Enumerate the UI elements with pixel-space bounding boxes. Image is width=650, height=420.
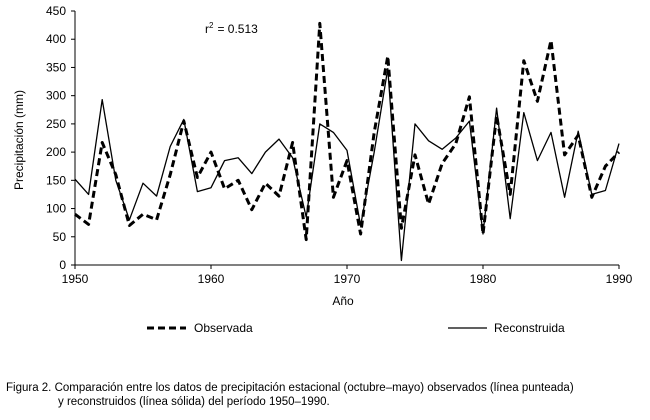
figure-caption: Figura 2. Comparación entre los datos de… bbox=[6, 381, 646, 409]
y-tick-label: 0 bbox=[59, 258, 66, 272]
y-tick-label: 200 bbox=[46, 145, 66, 159]
y-tick-label: 400 bbox=[46, 32, 66, 46]
series-line-reconstruida bbox=[74, 67, 620, 262]
y-tick-label: 300 bbox=[46, 89, 66, 103]
caption-line-1: Figura 2. Comparación entre los datos de… bbox=[6, 382, 574, 394]
x-axis-label: Año bbox=[332, 294, 354, 308]
series-line-observada bbox=[74, 21, 621, 242]
legend-label-observada: Observada bbox=[194, 321, 253, 335]
y-tick-label: 250 bbox=[46, 117, 66, 131]
axes bbox=[71, 10, 620, 269]
r-squared-value: = 0.513 bbox=[217, 22, 258, 36]
x-tick-label: 1970 bbox=[334, 272, 361, 286]
caption-line-2: y reconstruidos (línea sólida) del perío… bbox=[58, 396, 330, 408]
tick-labels: 0 50 100 150 200 250 300 350 400 450 1950 1960 1970 1… bbox=[46, 4, 633, 286]
r-symbol: r bbox=[205, 22, 209, 36]
y-tick-label: 150 bbox=[46, 173, 66, 187]
y-tick-label: 100 bbox=[46, 202, 66, 216]
y-tick-label: 450 bbox=[46, 4, 66, 18]
y-tick-label: 50 bbox=[53, 230, 67, 244]
x-tick-label: 1950 bbox=[62, 272, 89, 286]
y-tick-label: 350 bbox=[46, 60, 66, 74]
legend-label-reconstruida: Reconstruida bbox=[494, 321, 565, 335]
line-chart: 0 50 100 150 200 250 300 350 400 450 1950 1960 1970 1… bbox=[12, 4, 633, 335]
r-exponent: 2 bbox=[209, 21, 214, 30]
r-squared-annotation: r2 = 0.513 bbox=[205, 21, 258, 36]
series-lines bbox=[74, 21, 621, 262]
y-axis-label: Precipitación (mm) bbox=[12, 90, 26, 190]
x-tick-label: 1990 bbox=[606, 272, 633, 286]
legend: Observada Reconstruida bbox=[147, 321, 565, 335]
x-tick-label: 1960 bbox=[198, 272, 225, 286]
x-tick-label: 1980 bbox=[470, 272, 497, 286]
